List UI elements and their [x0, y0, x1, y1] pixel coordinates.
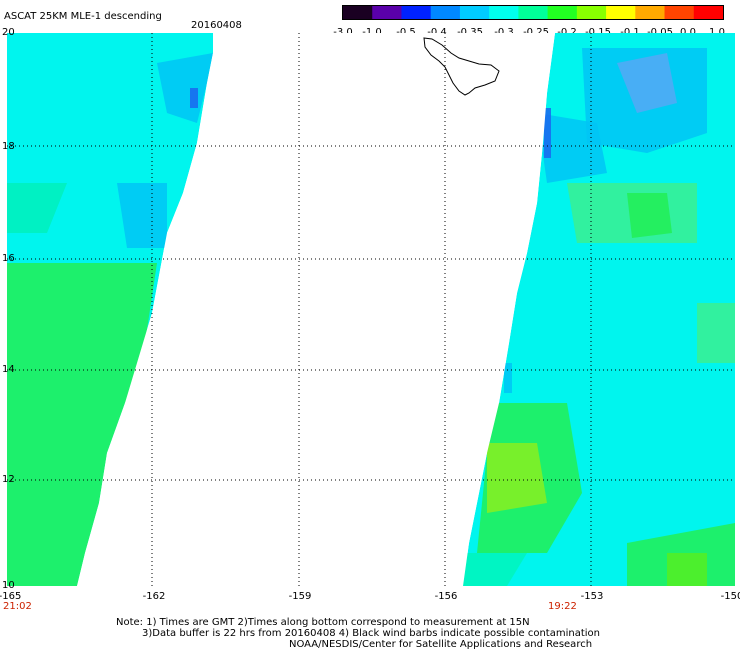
wind-map	[7, 33, 735, 586]
colorbar-tick-label: -0.35	[457, 27, 483, 38]
wind-speed-patch	[7, 183, 67, 233]
colorbar-tick-label: -0.25	[523, 27, 549, 38]
colorbar-tick-label: -0.3	[494, 27, 514, 38]
wind-speed-patch	[157, 53, 213, 123]
no-data-gap	[77, 33, 555, 586]
chart-title: ASCAT 25KM MLE-1 descending	[4, 11, 162, 22]
wind-speed-patch	[627, 193, 672, 238]
colorbar-segment	[459, 6, 490, 19]
colorbar-segment	[401, 6, 432, 19]
time-label-right: 19:22	[548, 601, 577, 612]
note-line-3: NOAA/NESDIS/Center for Satellite Applica…	[289, 639, 593, 650]
colorbar-segment	[372, 6, 402, 19]
note-line-2: 3)Data buffer is 22 hrs from 20160408 4)…	[142, 628, 600, 639]
colorbar-tick-label: -0.4	[427, 27, 447, 38]
wind-speed-patch	[487, 443, 547, 513]
colorbar-segment	[430, 6, 461, 19]
latitude-label: 14	[2, 364, 15, 375]
longitude-label: -150	[720, 591, 740, 602]
colorbar-segment	[664, 6, 695, 19]
colorbar-segment	[693, 6, 723, 19]
longitude-label: -156	[434, 591, 458, 602]
longitude-label: -162	[142, 591, 166, 602]
colorbar-tick-label: 1.0	[709, 27, 725, 38]
latitude-label: 20	[2, 27, 15, 38]
latitude-label: 12	[2, 474, 15, 485]
wind-speed-patch	[667, 553, 707, 586]
wind-speed-patch	[117, 183, 167, 248]
longitude-label: -159	[288, 591, 312, 602]
wind-speed-patch	[190, 88, 198, 108]
latitude-label: 10	[2, 580, 15, 591]
colorbar-segment	[606, 6, 636, 19]
colorbar-tick-label: 0.0	[680, 27, 696, 38]
colorbar-segment	[547, 6, 578, 19]
wind-speed-patch	[697, 303, 735, 363]
colorbar-segment	[576, 6, 607, 19]
wind-speed-patch	[544, 108, 551, 158]
colorbar-segment	[635, 6, 666, 19]
longitude-label: -165	[0, 591, 22, 602]
colorbar	[342, 5, 724, 20]
latitude-label: 16	[2, 253, 15, 264]
colorbar-tick-label: -1.0	[362, 27, 382, 38]
chart-date: 20160408	[191, 20, 242, 31]
colorbar-tick-label: -0.2	[557, 27, 577, 38]
wind-speed-patch	[463, 553, 527, 586]
time-label-left: 21:02	[3, 601, 32, 612]
colorbar-tick-label: -3.0	[333, 27, 353, 38]
wind-speed-patch	[7, 263, 157, 586]
colorbar-tick-label: -0.1	[620, 27, 640, 38]
latitude-label: 18	[2, 141, 15, 152]
wind-speed-patch	[617, 53, 677, 113]
wind-speed-patch	[537, 113, 607, 183]
colorbar-segment	[343, 6, 373, 19]
longitude-label: -153	[580, 591, 604, 602]
island-coastline	[423, 37, 500, 96]
colorbar-segment	[518, 6, 549, 19]
colorbar-segment	[489, 6, 519, 19]
colorbar-tick-label: -0.05	[647, 27, 673, 38]
note-line-1: Note: 1) Times are GMT 2)Times along bot…	[116, 617, 530, 628]
colorbar-tick-label: -0.5	[396, 27, 416, 38]
colorbar-tick-label: -0.15	[585, 27, 611, 38]
wind-speed-patch	[504, 363, 512, 393]
